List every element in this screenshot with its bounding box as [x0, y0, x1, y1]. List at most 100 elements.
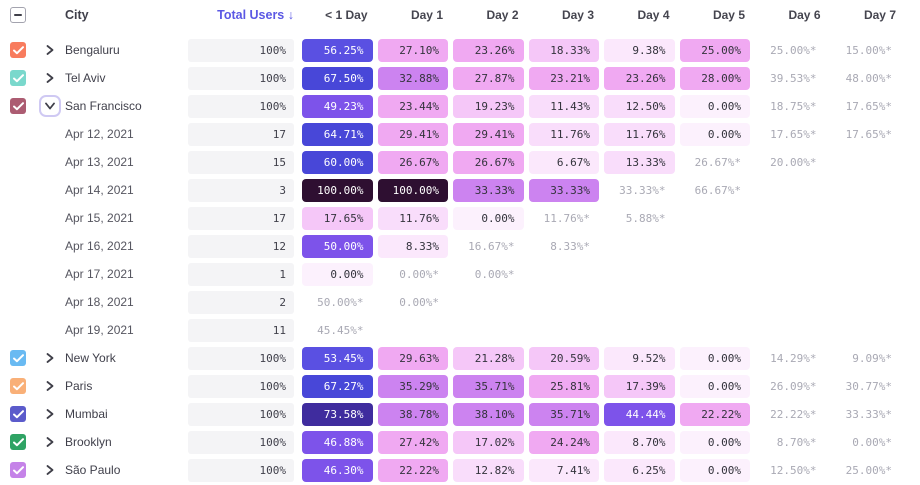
- total-users-value: 15: [188, 150, 294, 174]
- collapse-row-button[interactable]: [39, 95, 61, 117]
- total-users-value: 100%: [188, 38, 294, 62]
- day-2-cell: 33.33%: [453, 178, 529, 202]
- city-label: Tel Aviv: [65, 71, 106, 85]
- expand-row-button[interactable]: [39, 375, 61, 397]
- row-checkbox[interactable]: [10, 434, 26, 450]
- column-header-day-1: Day 1: [410, 8, 443, 22]
- total-users-value: 12: [188, 234, 294, 258]
- day-2-cell: 27.87%: [453, 66, 529, 90]
- column-header-day-2: Day 2: [486, 8, 519, 22]
- expand-row-button[interactable]: [39, 67, 61, 89]
- row-checkbox[interactable]: [10, 462, 26, 478]
- day-0-cell: 56.25%: [302, 38, 378, 62]
- day-6-cell: 39.53%*: [755, 67, 831, 90]
- day-0-cell: 73.58%: [302, 402, 378, 426]
- day-2-cell: 19.23%: [453, 94, 529, 118]
- total-users-cell: 11: [188, 318, 302, 342]
- retention-value: 9.38%: [604, 38, 675, 62]
- total-users-value: 17: [188, 122, 294, 146]
- total-users-cell: 15: [188, 150, 302, 174]
- day-0-cell: 0.00%: [302, 262, 378, 286]
- retention-value: 29.41%: [377, 122, 448, 146]
- retention-value: 67.50%: [302, 66, 373, 90]
- retention-value: 8.33%: [377, 234, 448, 258]
- row-checkbox[interactable]: [10, 70, 26, 86]
- city-label: São Paulo: [65, 463, 121, 477]
- column-header-total-users[interactable]: Total Users ↓: [188, 8, 302, 22]
- retention-value: 50.00%: [302, 234, 373, 258]
- day-2-cell: 12.82%: [453, 458, 529, 482]
- expand-row-button[interactable]: [39, 431, 61, 453]
- retention-value: 100.00%: [302, 178, 373, 202]
- day-3-cell: 11.76%*: [529, 207, 605, 230]
- retention-value: 29.63%: [377, 346, 448, 370]
- retention-value: 0.00%: [679, 458, 750, 482]
- day-1-cell: 8.33%: [377, 234, 454, 258]
- day-2-cell: 0.00%*: [453, 263, 529, 286]
- day-0-cell: 50.00%: [302, 234, 378, 258]
- day-3-cell: 6.67%: [528, 150, 605, 174]
- day-7-cell: 17.65%*: [831, 95, 907, 118]
- retention-value: 0.00%: [679, 374, 750, 398]
- retention-value: 67.27%: [302, 374, 373, 398]
- total-users-cell: 100%: [188, 402, 302, 426]
- day-4-cell: 13.33%: [604, 150, 680, 174]
- expand-row-button[interactable]: [39, 403, 61, 425]
- retention-value: 60.00%: [302, 150, 373, 174]
- retention-value-incomplete: 66.67%*: [694, 183, 741, 197]
- expand-row-button[interactable]: [39, 347, 61, 369]
- expand-row-button[interactable]: [39, 459, 61, 481]
- city-row: San Francisco 100% 49.23% 23.44% 19.23% 11.43…: [8, 92, 920, 120]
- cohort-date-row: Apr 16, 2021 12 50.00% 8.33% 16.67%* 8.33%*: [8, 232, 920, 260]
- day-1-cell: 0.00%*: [378, 263, 454, 286]
- day-3-cell: 20.59%: [528, 346, 605, 370]
- retention-value-incomplete: 26.67%*: [694, 155, 741, 169]
- day-4-cell: 12.50%: [604, 94, 680, 118]
- cohort-date-row: Apr 19, 2021 11 45.45%*: [8, 316, 920, 344]
- day-2-cell: 29.41%: [453, 122, 529, 146]
- retention-value: 27.10%: [377, 38, 448, 62]
- city-label: Bengaluru: [65, 43, 120, 57]
- retention-value: 53.45%: [302, 346, 373, 370]
- expand-cell: [38, 459, 62, 481]
- row-checkbox[interactable]: [10, 350, 26, 366]
- day-2-cell: 35.71%: [453, 374, 529, 398]
- retention-value: 24.24%: [528, 430, 599, 454]
- day-7-cell: 33.33%*: [831, 403, 907, 426]
- retention-value: 21.28%: [453, 346, 524, 370]
- retention-value-incomplete: 33.33%*: [619, 183, 666, 197]
- retention-value: 0.00%: [453, 206, 524, 230]
- retention-value: 38.78%: [377, 402, 448, 426]
- row-checkbox[interactable]: [10, 378, 26, 394]
- day-2-cell: 21.28%: [453, 346, 529, 370]
- cohort-date-row: Apr 17, 2021 1 0.00% 0.00%* 0.00%*: [8, 260, 920, 288]
- cohort-date-row: Apr 14, 2021 3 100.00% 100.00% 33.33% 33.33% 3…: [8, 176, 920, 204]
- expand-cell: [38, 39, 62, 61]
- retention-value: 25.81%: [528, 374, 599, 398]
- total-users-value: 100%: [188, 94, 294, 118]
- select-all-checkbox[interactable]: [10, 7, 26, 23]
- total-users-cell: 100%: [188, 346, 302, 370]
- retention-value-incomplete: 5.88%*: [625, 211, 666, 225]
- checkbox-cell: [8, 378, 38, 394]
- day-6-cell: 25.00%*: [755, 39, 831, 62]
- retention-value-incomplete: 17.65%*: [845, 127, 892, 141]
- day-4-cell: 11.76%: [604, 122, 680, 146]
- row-checkbox[interactable]: [10, 406, 26, 422]
- expand-row-button[interactable]: [39, 39, 61, 61]
- day-0-cell: 49.23%: [302, 94, 378, 118]
- cohort-date-label: Apr 16, 2021: [65, 239, 134, 253]
- retention-value-incomplete: 22.22%*: [770, 407, 817, 421]
- day-4-cell: 5.88%*: [604, 207, 680, 230]
- total-users-value: 100%: [188, 430, 294, 454]
- day-3-cell: 33.33%: [528, 178, 605, 202]
- row-checkbox[interactable]: [10, 42, 26, 58]
- retention-value: 64.71%: [302, 122, 373, 146]
- day-5-cell: 0.00%: [679, 94, 756, 118]
- row-checkbox[interactable]: [10, 98, 26, 114]
- retention-value-incomplete: 11.76%*: [543, 211, 590, 225]
- city-label: San Francisco: [65, 99, 142, 113]
- check-icon: [12, 465, 24, 475]
- retention-value: 28.00%: [679, 66, 750, 90]
- day-2-cell: 17.02%: [453, 430, 529, 454]
